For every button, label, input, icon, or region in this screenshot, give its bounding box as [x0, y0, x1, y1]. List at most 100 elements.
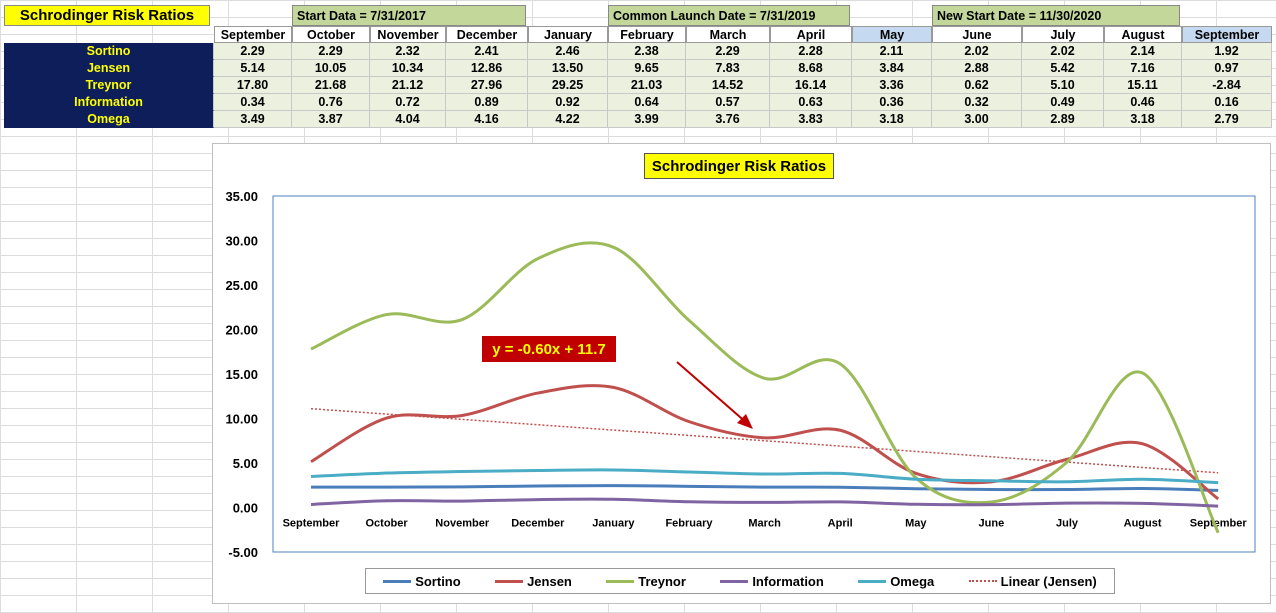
month-header-10[interactable]: June	[932, 26, 1022, 43]
month-header-11[interactable]: July	[1022, 26, 1104, 43]
value-cell[interactable]: 17.80	[214, 77, 292, 94]
value-cell[interactable]: 2.88	[932, 60, 1022, 77]
month-header-12[interactable]: August	[1104, 26, 1182, 43]
value-cell[interactable]: 5.42	[1022, 60, 1104, 77]
value-cell[interactable]: 10.34	[370, 60, 446, 77]
chart-legend[interactable]: Sortino Jensen Treynor Information Omega Line…	[365, 568, 1115, 594]
header-cell-1[interactable]: Start Data = 7/31/2017	[292, 5, 526, 26]
month-header-4[interactable]: December	[446, 26, 528, 43]
legend-item-information[interactable]: Information	[720, 574, 824, 589]
month-header-8[interactable]: April	[770, 26, 852, 43]
value-cell[interactable]: 0.64	[608, 94, 686, 111]
value-cell[interactable]: 0.16	[1182, 94, 1272, 111]
series-line-treynor[interactable]	[310, 241, 1220, 534]
month-header-1[interactable]: September	[214, 26, 292, 43]
value-cell[interactable]: 27.96	[446, 77, 528, 94]
series-line-sortino[interactable]	[310, 484, 1219, 492]
value-cell[interactable]: 4.22	[528, 111, 608, 128]
value-cell[interactable]: 0.63	[770, 94, 852, 111]
value-cell[interactable]: 0.92	[528, 94, 608, 111]
value-cell[interactable]: 5.14	[214, 60, 292, 77]
value-cell[interactable]: 3.76	[686, 111, 770, 128]
value-cell[interactable]: 2.38	[608, 43, 686, 60]
value-cell[interactable]: 7.83	[686, 60, 770, 77]
value-cell[interactable]: 16.14	[770, 77, 852, 94]
legend-item-sortino[interactable]: Sortino	[383, 574, 461, 589]
value-cell[interactable]: 2.14	[1104, 43, 1182, 60]
value-cell[interactable]: 2.41	[446, 43, 528, 60]
legend-item-linear-jensen[interactable]: Linear (Jensen)	[968, 574, 1097, 589]
value-cell[interactable]: 2.02	[1022, 43, 1104, 60]
row-label-information[interactable]: Information	[4, 94, 214, 111]
value-cell[interactable]: 14.52	[686, 77, 770, 94]
value-cell[interactable]: 1.92	[1182, 43, 1272, 60]
value-cell[interactable]: 3.83	[770, 111, 852, 128]
sheet-title-cell[interactable]: Schrodinger Risk Ratios	[4, 5, 210, 26]
month-header-7[interactable]: March	[686, 26, 770, 43]
trendline-equation-label[interactable]: y = -0.60x + 11.7	[482, 336, 616, 362]
chart-title[interactable]: Schrodinger Risk Ratios	[644, 153, 834, 179]
row-label-jensen[interactable]: Jensen	[4, 60, 214, 77]
value-cell[interactable]: 0.76	[292, 94, 370, 111]
series-line-information[interactable]	[310, 497, 1219, 508]
month-header-9[interactable]: May	[852, 26, 932, 43]
month-header-3[interactable]: November	[370, 26, 446, 43]
chart-area[interactable]: 35.00 30.00 25.00 20.00 15.00 10.00 5.00 0.00 -5…	[212, 143, 1271, 604]
value-cell[interactable]: 2.29	[214, 43, 292, 60]
value-cell[interactable]: 21.03	[608, 77, 686, 94]
row-label-omega[interactable]: Omega	[4, 111, 214, 128]
value-cell[interactable]: 0.46	[1104, 94, 1182, 111]
month-header-2[interactable]: October	[292, 26, 370, 43]
value-cell[interactable]: 0.49	[1022, 94, 1104, 111]
value-cell[interactable]: 0.97	[1182, 60, 1272, 77]
value-cell[interactable]: 2.29	[292, 43, 370, 60]
value-cell[interactable]: 9.65	[608, 60, 686, 77]
value-cell[interactable]: 3.36	[852, 77, 932, 94]
value-cell[interactable]: 0.32	[932, 94, 1022, 111]
value-cell[interactable]: 2.28	[770, 43, 852, 60]
header-cell-2[interactable]: Common Launch Date = 7/31/2019	[608, 5, 850, 26]
value-cell[interactable]: 21.68	[292, 77, 370, 94]
legend-item-treynor[interactable]: Treynor	[606, 574, 686, 589]
value-cell[interactable]: 0.72	[370, 94, 446, 111]
value-cell[interactable]: 3.18	[1104, 111, 1182, 128]
value-cell[interactable]: 2.89	[1022, 111, 1104, 128]
value-cell[interactable]: 7.16	[1104, 60, 1182, 77]
value-cell[interactable]: 8.68	[770, 60, 852, 77]
value-cell[interactable]: -2.84	[1182, 77, 1272, 94]
value-cell[interactable]: 3.49	[214, 111, 292, 128]
value-cell[interactable]: 3.87	[292, 111, 370, 128]
month-header-5[interactable]: January	[528, 26, 608, 43]
value-cell[interactable]: 0.57	[686, 94, 770, 111]
series-line-omega[interactable]	[310, 468, 1219, 485]
value-cell[interactable]: 2.29	[686, 43, 770, 60]
value-cell[interactable]: 12.86	[446, 60, 528, 77]
value-cell[interactable]: 0.36	[852, 94, 932, 111]
value-cell[interactable]: 4.04	[370, 111, 446, 128]
value-cell[interactable]: 2.79	[1182, 111, 1272, 128]
value-cell[interactable]: 0.89	[446, 94, 528, 111]
value-cell[interactable]: 4.16	[446, 111, 528, 128]
legend-item-jensen[interactable]: Jensen	[495, 574, 572, 589]
row-label-sortino[interactable]: Sortino	[4, 43, 214, 60]
month-header-6[interactable]: February	[608, 26, 686, 43]
value-cell[interactable]: 2.02	[932, 43, 1022, 60]
header-cell-3[interactable]: New Start Date = 11/30/2020	[932, 5, 1180, 26]
value-cell[interactable]: 13.50	[528, 60, 608, 77]
value-cell[interactable]: 15.11	[1104, 77, 1182, 94]
value-cell[interactable]: 3.99	[608, 111, 686, 128]
value-cell[interactable]: 2.46	[528, 43, 608, 60]
value-cell[interactable]: 2.32	[370, 43, 446, 60]
value-cell[interactable]: 0.62	[932, 77, 1022, 94]
legend-item-omega[interactable]: Omega	[858, 574, 934, 589]
value-cell[interactable]: 3.18	[852, 111, 932, 128]
value-cell[interactable]: 0.34	[214, 94, 292, 111]
value-cell[interactable]: 2.11	[852, 43, 932, 60]
row-label-treynor[interactable]: Treynor	[4, 77, 214, 94]
value-cell[interactable]: 29.25	[528, 77, 608, 94]
value-cell[interactable]: 21.12	[370, 77, 446, 94]
value-cell[interactable]: 3.00	[932, 111, 1022, 128]
value-cell[interactable]: 3.84	[852, 60, 932, 77]
value-cell[interactable]: 5.10	[1022, 77, 1104, 94]
value-cell[interactable]: 10.05	[292, 60, 370, 77]
